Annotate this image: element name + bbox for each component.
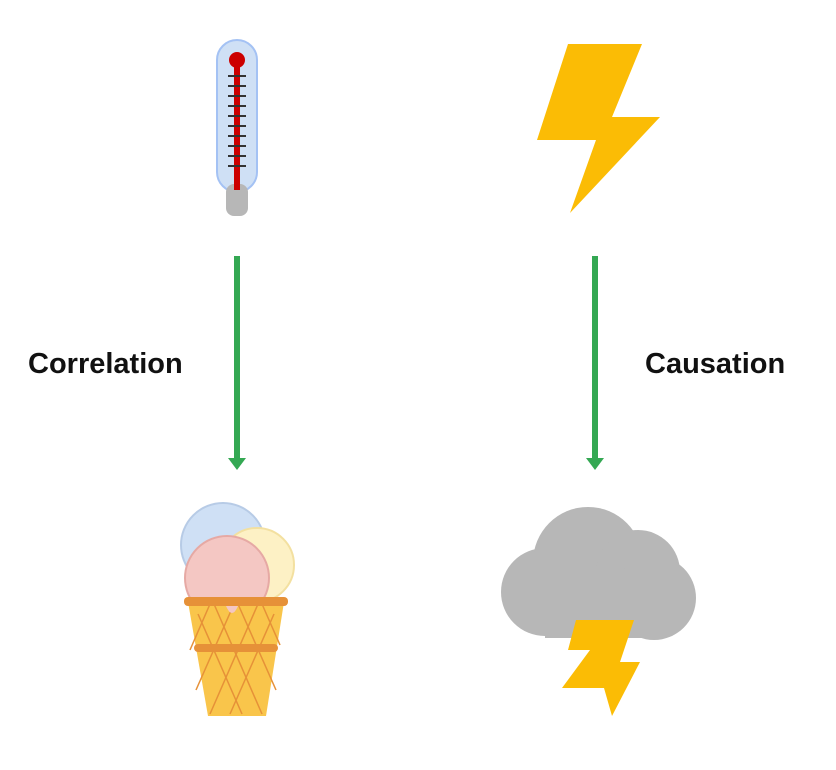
lightning-bolt-icon xyxy=(537,44,660,213)
ice-cream-cone-icon xyxy=(180,502,295,716)
thermometer-icon xyxy=(216,39,258,216)
correlation-arrow xyxy=(228,256,246,470)
causation-label: Causation xyxy=(645,348,786,380)
causation-arrow xyxy=(586,256,604,470)
correlation-label: Correlation xyxy=(28,348,183,380)
storm-cloud-icon xyxy=(501,507,696,716)
